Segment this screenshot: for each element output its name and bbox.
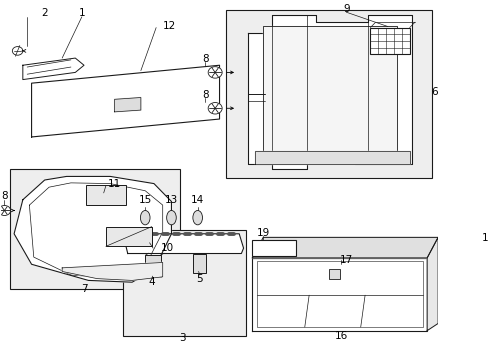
Bar	[10, 169, 180, 289]
Polygon shape	[427, 237, 437, 330]
Polygon shape	[32, 65, 219, 137]
Polygon shape	[247, 15, 411, 169]
Polygon shape	[252, 237, 437, 258]
Polygon shape	[263, 26, 396, 158]
Circle shape	[12, 46, 23, 55]
Circle shape	[468, 245, 477, 252]
Ellipse shape	[140, 211, 150, 225]
Polygon shape	[125, 234, 243, 253]
Bar	[106, 226, 151, 246]
Text: 12: 12	[163, 21, 176, 31]
Text: 13: 13	[164, 195, 178, 205]
Text: 18: 18	[481, 233, 488, 243]
Text: 17: 17	[340, 255, 353, 265]
Text: 8: 8	[1, 191, 8, 201]
Text: 7: 7	[81, 284, 87, 294]
Polygon shape	[114, 98, 141, 112]
Text: 10: 10	[160, 243, 173, 253]
Text: 15: 15	[138, 195, 152, 205]
Text: 8: 8	[202, 90, 208, 100]
Text: 11: 11	[108, 179, 121, 189]
Polygon shape	[252, 258, 427, 330]
Text: 19: 19	[256, 228, 269, 238]
Bar	[328, 269, 340, 279]
Ellipse shape	[166, 211, 176, 225]
Ellipse shape	[192, 211, 202, 225]
Text: 14: 14	[191, 195, 204, 205]
Bar	[145, 255, 160, 277]
Text: 2: 2	[41, 8, 48, 18]
Circle shape	[0, 206, 11, 216]
Text: 16: 16	[335, 331, 348, 341]
Polygon shape	[23, 58, 84, 80]
Text: 3: 3	[179, 333, 185, 343]
Text: 4: 4	[148, 277, 155, 287]
Polygon shape	[254, 151, 409, 164]
Text: 6: 6	[430, 87, 437, 97]
Text: 1: 1	[79, 8, 85, 18]
Bar	[86, 185, 125, 205]
Text: 8: 8	[202, 54, 208, 64]
Polygon shape	[14, 176, 171, 282]
Bar	[252, 240, 295, 256]
Text: 5: 5	[196, 274, 203, 284]
Circle shape	[208, 103, 222, 114]
Polygon shape	[62, 262, 163, 280]
Circle shape	[208, 67, 222, 78]
Bar	[193, 253, 206, 273]
Bar	[256, 261, 422, 327]
Text: 9: 9	[342, 4, 349, 14]
Bar	[369, 28, 409, 54]
Bar	[123, 230, 245, 336]
Bar	[225, 10, 430, 178]
